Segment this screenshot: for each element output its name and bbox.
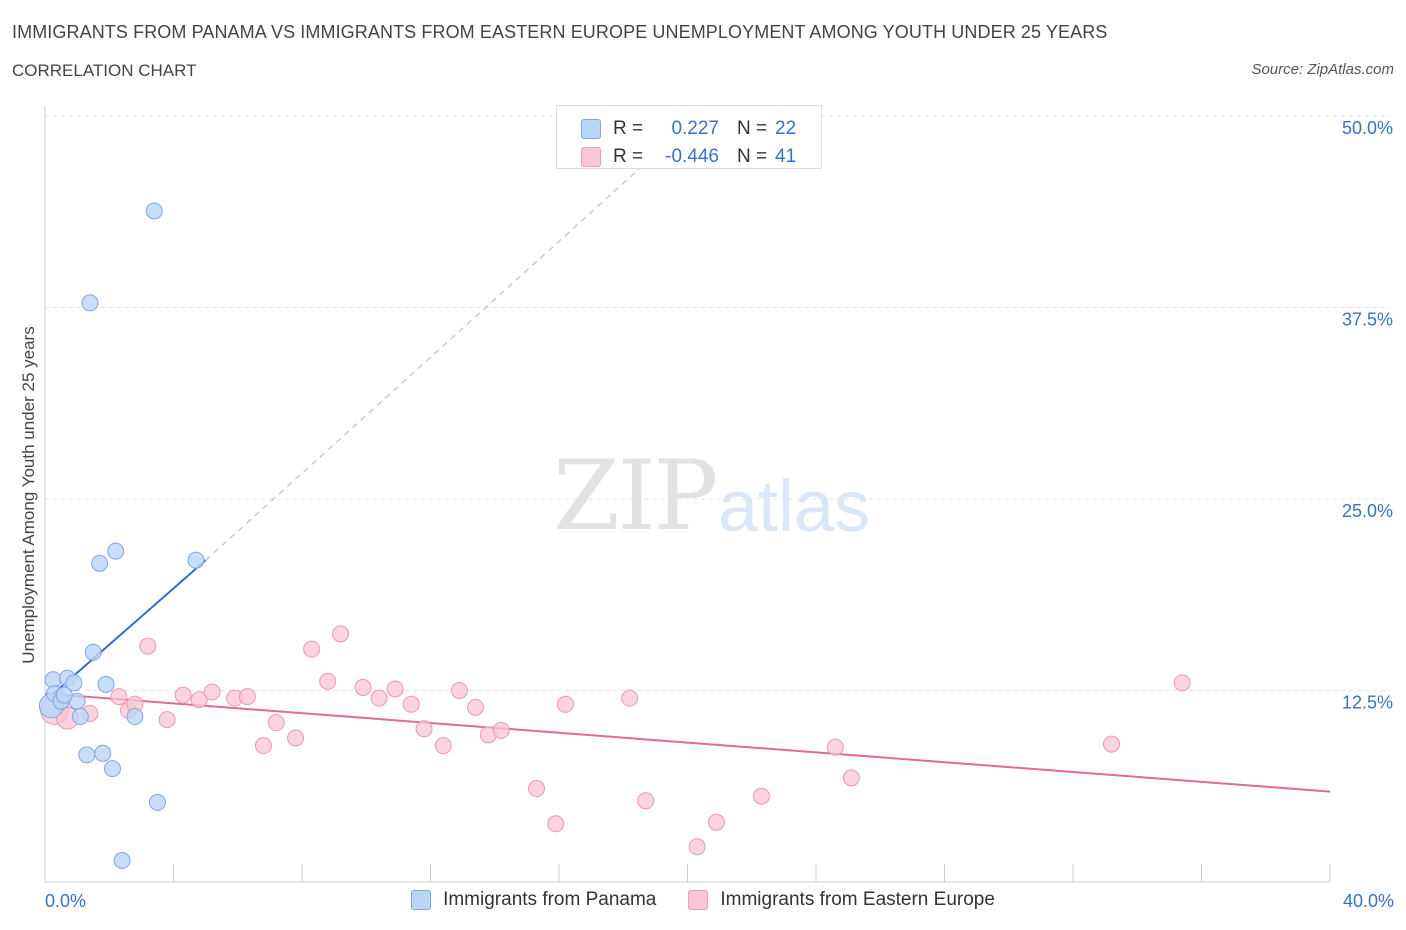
- legend-row-panama: R = 0.227 N = 22: [581, 116, 796, 142]
- tick-labels: 12.5% 25.0% 37.5% 50.0%: [1342, 118, 1393, 713]
- eastern-europe-point: [174, 686, 192, 704]
- y-tick-label: 12.5%: [1342, 693, 1393, 713]
- source-note: Source: ZipAtlas.com: [1251, 61, 1394, 78]
- panama-trend-extension: [205, 153, 656, 561]
- eastern-europe-point: [158, 711, 176, 729]
- axes: [44, 106, 1331, 883]
- eastern-europe-point: [1103, 735, 1121, 753]
- r-label: R =: [613, 146, 644, 167]
- legend-label-panama: Immigrants from Panama: [443, 889, 657, 910]
- eastern-europe-point: [303, 640, 321, 658]
- panama-point: [55, 686, 73, 704]
- r-value-panama: 0.227: [671, 118, 719, 139]
- eastern-europe-point: [415, 720, 433, 738]
- legend-item-panama[interactable]: Immigrants from Panama: [411, 889, 656, 911]
- panama-point: [84, 643, 102, 661]
- x-tick-label-max: 40.0%: [1342, 891, 1394, 911]
- panama-point: [113, 852, 131, 870]
- panama-point: [103, 760, 121, 778]
- eastern-europe-point: [287, 729, 305, 747]
- legend-row-eastern-europe: R = -0.446 N = 41: [581, 144, 796, 170]
- eastern-europe-point: [386, 680, 404, 698]
- eastern-europe-point: [492, 721, 510, 739]
- n-label: N =: [737, 146, 768, 167]
- panama-point: [126, 708, 144, 726]
- eastern-europe-point: [450, 682, 468, 699]
- y-tick-label: 37.5%: [1342, 310, 1393, 330]
- panama-point: [94, 744, 112, 762]
- eastern-europe-point: [1173, 674, 1191, 692]
- panama-point: [78, 746, 96, 764]
- chart-title: IMMIGRANTS FROM PANAMA VS IMMIGRANTS FRO…: [12, 22, 1108, 42]
- n-value-eastern-europe: 41: [775, 146, 797, 167]
- panama-point: [81, 294, 99, 312]
- n-label: N =: [737, 118, 768, 139]
- eastern-europe-point: [466, 698, 484, 716]
- eastern-europe-point: [370, 689, 388, 707]
- eastern-europe-point: [826, 738, 844, 756]
- eastern-europe-trend-line: [44, 692, 1331, 793]
- eastern-europe-point: [842, 769, 860, 787]
- eastern-europe-point: [434, 737, 452, 755]
- x-tick-label-min: 0.0%: [45, 891, 87, 911]
- eastern-europe-swatch-icon: [581, 147, 601, 167]
- eastern-europe-legend-swatch-icon: [688, 890, 709, 910]
- r-label: R =: [613, 118, 644, 139]
- correlation-legend: R = 0.227 N = 22 R = -0.446 N = 41: [556, 105, 822, 169]
- panama-swatch-icon: [581, 119, 601, 139]
- y-tick-label: 25.0%: [1342, 501, 1393, 521]
- watermark-atlas: atlas: [718, 467, 871, 547]
- panama-point: [71, 708, 89, 726]
- panama-point: [148, 793, 166, 811]
- eastern-europe-point: [203, 683, 221, 701]
- eastern-europe-point: [621, 689, 639, 707]
- legend-item-eastern-europe[interactable]: Immigrants from Eastern Europe: [688, 889, 995, 911]
- panama-legend-swatch-icon: [411, 890, 432, 910]
- eastern-europe-point: [402, 695, 420, 713]
- series-legend: Immigrants from Panama Immigrants from E…: [0, 889, 1406, 911]
- y-axis-label: Unemployment Among Youth under 25 years: [19, 326, 38, 664]
- eastern-europe-point: [547, 815, 565, 833]
- eastern-europe-point: [190, 691, 208, 709]
- eastern-europe-point: [110, 688, 128, 706]
- panama-point: [187, 551, 205, 569]
- eastern-europe-point: [238, 688, 256, 706]
- chart-subtitle: CORRELATION CHART: [12, 61, 197, 80]
- eastern-europe-point: [707, 813, 725, 831]
- panama-point: [65, 674, 83, 692]
- panama-point: [97, 675, 115, 693]
- r-value-eastern-europe: -0.446: [665, 146, 719, 167]
- eastern-europe-point: [556, 695, 574, 713]
- eastern-europe-point: [752, 787, 770, 805]
- eastern-europe-point: [319, 672, 337, 690]
- n-value-panama: 22: [775, 118, 797, 139]
- eastern-europe-point: [254, 737, 272, 755]
- eastern-europe-point: [139, 637, 157, 655]
- eastern-europe-point: [688, 838, 706, 856]
- eastern-europe-point: [267, 714, 285, 732]
- panama-point: [91, 554, 109, 572]
- legend-label-eastern-europe: Immigrants from Eastern Europe: [720, 889, 995, 910]
- eastern-europe-point: [528, 780, 546, 798]
- data-points: [38, 202, 1191, 870]
- eastern-europe-point: [332, 625, 350, 643]
- eastern-europe-point: [354, 678, 372, 696]
- panama-point: [107, 542, 125, 560]
- watermark-zip: ZIP: [553, 440, 718, 552]
- grid-lines: [45, 115, 1390, 691]
- eastern-europe-point: [637, 792, 655, 810]
- panama-point: [145, 202, 163, 220]
- y-tick-label: 50.0%: [1342, 118, 1393, 138]
